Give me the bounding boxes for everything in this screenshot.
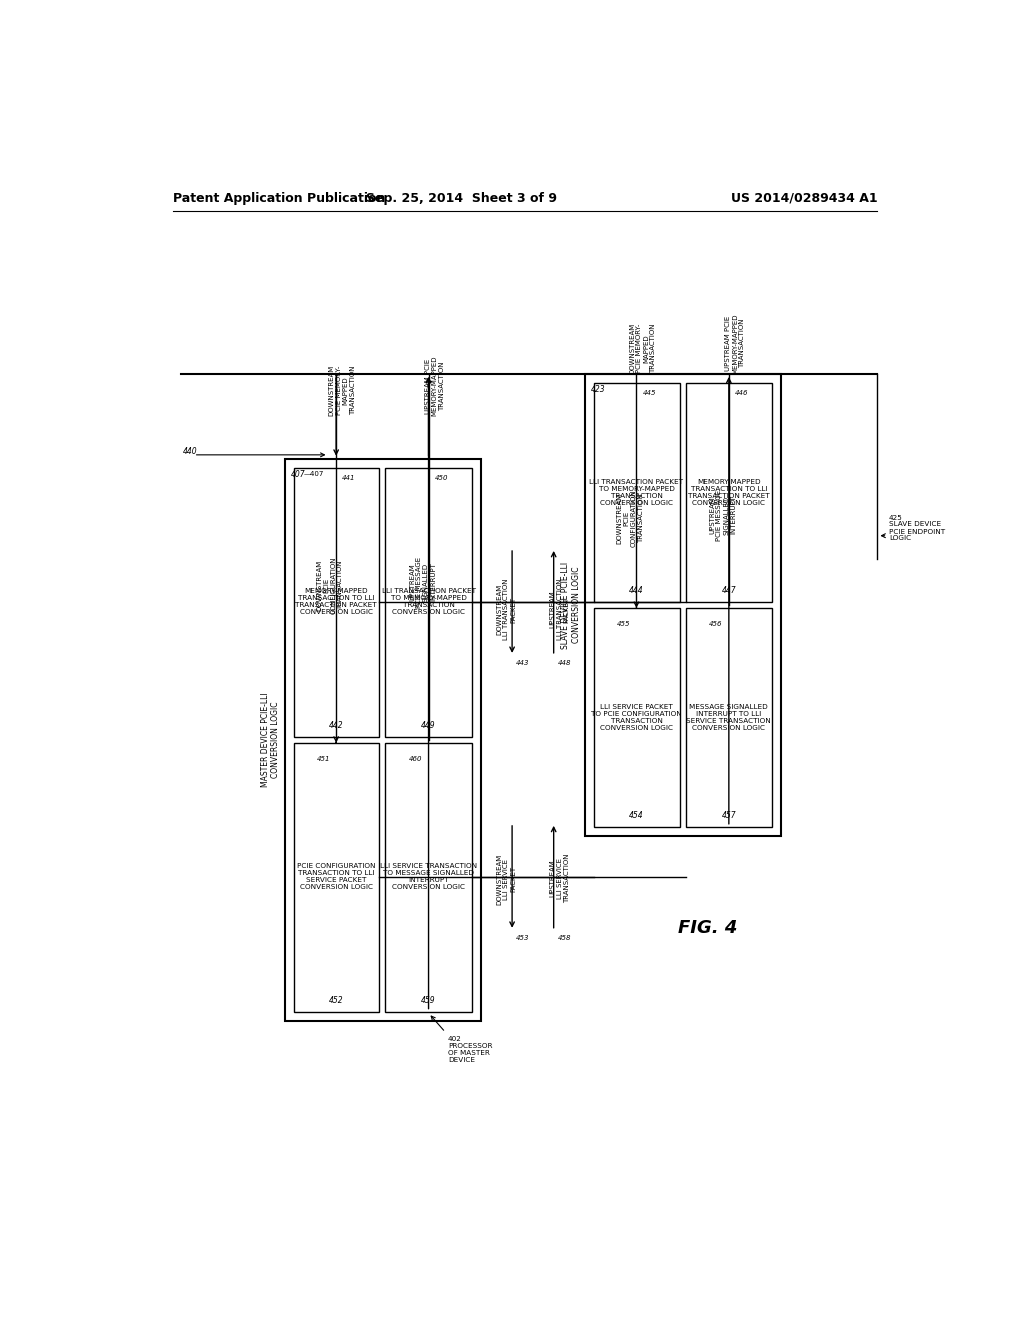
- Text: 447: 447: [722, 586, 736, 595]
- Text: 450: 450: [435, 475, 449, 480]
- Bar: [585, 374, 781, 836]
- Bar: [686, 383, 772, 602]
- Text: UPSTREAM
LLI TRANSACTION
PACKET: UPSTREAM LLI TRANSACTION PACKET: [550, 579, 569, 640]
- Text: 454: 454: [629, 810, 644, 820]
- Text: 440: 440: [183, 446, 198, 455]
- Text: DOWNSTREAM
PCIE
CONFIGURATION
TRANSACTION: DOWNSTREAM PCIE CONFIGURATION TRANSACTIO…: [616, 490, 644, 546]
- Text: US 2014/0289434 A1: US 2014/0289434 A1: [731, 191, 878, 205]
- Text: —407: —407: [304, 471, 325, 477]
- Text: UPSTREAM PCIE
MEMORY-MAPPED
TRANSACTION: UPSTREAM PCIE MEMORY-MAPPED TRANSACTION: [725, 314, 745, 374]
- Text: MASTER DEVICE PCIE-LLI
CONVERSION LOGIC: MASTER DEVICE PCIE-LLI CONVERSION LOGIC: [261, 693, 281, 787]
- Bar: [594, 383, 680, 602]
- Text: 425
SLAVE DEVICE
PCIE ENDPOINT
LOGIC: 425 SLAVE DEVICE PCIE ENDPOINT LOGIC: [889, 515, 945, 541]
- Text: 451: 451: [316, 756, 330, 762]
- Text: DOWNSTREAM
PCIE
CONFIGURATION
TRANSACTION: DOWNSTREAM PCIE CONFIGURATION TRANSACTIO…: [316, 557, 343, 614]
- Text: 407: 407: [291, 470, 305, 479]
- Text: 442: 442: [329, 721, 343, 730]
- Text: 444: 444: [629, 586, 644, 595]
- Text: DOWNSTREAM
LLI SERVICE
PACKET: DOWNSTREAM LLI SERVICE PACKET: [496, 854, 516, 906]
- Text: FIG. 4: FIG. 4: [678, 920, 737, 937]
- Text: 460: 460: [409, 756, 422, 762]
- Text: UPSTREAM
PCIE MESSAGE
SIGNALLED
INTERRUPT: UPSTREAM PCIE MESSAGE SIGNALLED INTERRUP…: [710, 490, 736, 541]
- Text: 446: 446: [735, 391, 749, 396]
- Text: LLI TRANSACTION PACKET
TO MEMORY-MAPPED
TRANSACTION
CONVERSION LOGIC: LLI TRANSACTION PACKET TO MEMORY-MAPPED …: [590, 479, 683, 506]
- Text: PCIE CONFIGURATION
TRANSACTION TO LLI
SERVICE PACKET
CONVERSION LOGIC: PCIE CONFIGURATION TRANSACTION TO LLI SE…: [297, 863, 376, 890]
- Bar: [594, 609, 680, 826]
- Text: 443: 443: [516, 660, 529, 665]
- Text: MESSAGE SIGNALLED
INTERRUPT TO LLI
SERVICE TRANSACTION
CONVERSION LOGIC: MESSAGE SIGNALLED INTERRUPT TO LLI SERVI…: [686, 704, 771, 731]
- Text: LLI SERVICE PACKET
TO PCIE CONFIGURATION
TRANSACTION
CONVERSION LOGIC: LLI SERVICE PACKET TO PCIE CONFIGURATION…: [591, 704, 682, 731]
- Text: MEMORY-MAPPED
TRANSACTION TO LLI
TRANSACTION PACKET
CONVERSION LOGIC: MEMORY-MAPPED TRANSACTION TO LLI TRANSAC…: [295, 589, 377, 615]
- Text: 448: 448: [557, 660, 571, 665]
- Text: LLI TRANSACTION PACKET
TO MEMORY-MAPPED
TRANSACTION
CONVERSION LOGIC: LLI TRANSACTION PACKET TO MEMORY-MAPPED …: [382, 589, 475, 615]
- Text: 402
PROCESSOR
OF MASTER
DEVICE: 402 PROCESSOR OF MASTER DEVICE: [447, 1036, 493, 1063]
- Text: 459: 459: [421, 995, 436, 1005]
- Text: LLI SERVICE TRANSACTION
TO MESSAGE SIGNALLED
INTERRUPT
CONVERSION LOGIC: LLI SERVICE TRANSACTION TO MESSAGE SIGNA…: [380, 863, 477, 890]
- Text: SLAVE DEVICE PCIE-LLI
CONVERSION LOGIC: SLAVE DEVICE PCIE-LLI CONVERSION LOGIC: [561, 561, 581, 648]
- Text: UPSTREAM
LLI SERVICE
TRANSACTION: UPSTREAM LLI SERVICE TRANSACTION: [550, 854, 569, 903]
- Text: 445: 445: [643, 391, 656, 396]
- Text: MEMORY-MAPPED
TRANSACTION TO LLI
TRANSACTION PACKET
CONVERSION LOGIC: MEMORY-MAPPED TRANSACTION TO LLI TRANSAC…: [688, 479, 770, 506]
- Text: 455: 455: [616, 622, 631, 627]
- Text: Sep. 25, 2014  Sheet 3 of 9: Sep. 25, 2014 Sheet 3 of 9: [367, 191, 557, 205]
- Text: 456: 456: [710, 622, 723, 627]
- Text: 441: 441: [342, 475, 355, 480]
- Text: UPSTREAM
PCIE MESSAGE
SIGNALLED
INTERRUPT: UPSTREAM PCIE MESSAGE SIGNALLED INTERRUP…: [409, 557, 436, 607]
- Text: 458: 458: [557, 935, 571, 941]
- Bar: [385, 469, 472, 737]
- Text: DOWNSTREAM
LLI TRANSACTION
PACKET: DOWNSTREAM LLI TRANSACTION PACKET: [496, 579, 516, 640]
- Text: DOWNSTREAM
PCIE MEMORY-
MAPPED
TRANSACTION: DOWNSTREAM PCIE MEMORY- MAPPED TRANSACTI…: [329, 366, 355, 416]
- Text: 423: 423: [591, 385, 605, 393]
- Text: Patent Application Publication: Patent Application Publication: [173, 191, 385, 205]
- Text: 457: 457: [722, 810, 736, 820]
- Bar: [294, 743, 379, 1011]
- Bar: [294, 469, 379, 737]
- Text: 452: 452: [329, 995, 343, 1005]
- Bar: [385, 743, 472, 1011]
- Text: 449: 449: [421, 721, 436, 730]
- Text: DOWNSTREAM
PCIE MEMORY-
MAPPED
TRANSACTION: DOWNSTREAM PCIE MEMORY- MAPPED TRANSACTI…: [629, 323, 656, 374]
- Bar: [686, 609, 772, 826]
- Bar: [285, 459, 481, 1020]
- Text: UPSTREAM PCIE
MEMORY-MAPPED
TRANSACTION: UPSTREAM PCIE MEMORY-MAPPED TRANSACTION: [425, 356, 444, 416]
- Text: 453: 453: [516, 935, 529, 941]
